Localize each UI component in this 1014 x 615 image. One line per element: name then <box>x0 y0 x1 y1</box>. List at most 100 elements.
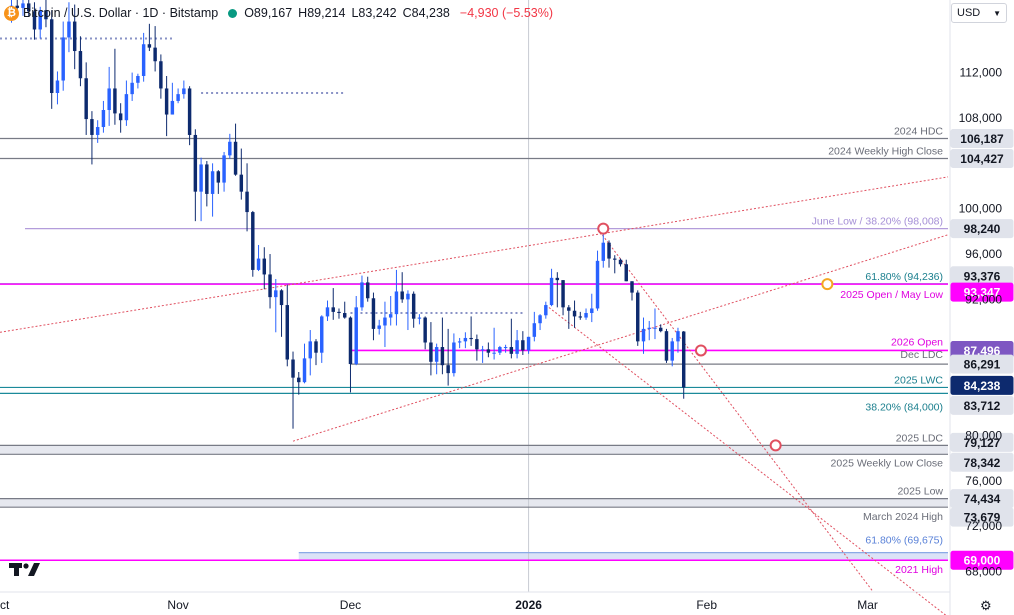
candle[interactable] <box>681 330 686 399</box>
candle[interactable] <box>475 334 479 361</box>
candle[interactable] <box>274 278 278 333</box>
candle[interactable] <box>676 327 680 353</box>
candle[interactable] <box>590 293 594 323</box>
candle[interactable] <box>205 161 209 207</box>
candle[interactable] <box>509 318 514 359</box>
candle[interactable] <box>383 301 387 348</box>
candle[interactable] <box>199 157 203 222</box>
candle[interactable] <box>647 320 651 341</box>
candle[interactable] <box>118 103 123 133</box>
candle[interactable] <box>440 317 445 375</box>
candles[interactable] <box>9 0 686 429</box>
candle[interactable] <box>446 328 450 386</box>
candle[interactable] <box>297 371 301 395</box>
candle[interactable] <box>544 301 548 319</box>
candle[interactable] <box>360 275 364 311</box>
candle[interactable] <box>354 296 358 366</box>
candle[interactable] <box>371 292 376 341</box>
candle[interactable] <box>348 316 353 393</box>
candle[interactable] <box>423 316 427 350</box>
candle[interactable] <box>411 291 416 328</box>
candle[interactable] <box>457 337 462 349</box>
candle[interactable] <box>38 6 42 39</box>
candle[interactable] <box>365 276 370 302</box>
candle[interactable] <box>601 232 605 268</box>
candle[interactable] <box>21 0 25 16</box>
candle[interactable] <box>78 36 83 87</box>
candle[interactable] <box>49 10 54 109</box>
candle[interactable] <box>578 311 583 320</box>
candle[interactable] <box>584 308 588 320</box>
candle[interactable] <box>337 308 341 319</box>
candle[interactable] <box>664 328 669 363</box>
candle[interactable] <box>268 254 272 309</box>
candle[interactable] <box>331 288 335 320</box>
candle[interactable] <box>538 314 542 331</box>
candle[interactable] <box>417 314 422 325</box>
candle[interactable] <box>159 54 163 99</box>
candle[interactable] <box>187 86 192 146</box>
candle[interactable] <box>636 290 640 346</box>
candle[interactable] <box>561 280 565 316</box>
candle[interactable] <box>113 48 117 125</box>
candle[interactable] <box>44 0 48 28</box>
candle[interactable] <box>492 327 496 360</box>
candle[interactable] <box>388 296 393 326</box>
candle[interactable] <box>670 337 674 367</box>
candle[interactable] <box>141 32 146 82</box>
candle[interactable] <box>27 0 31 18</box>
candle[interactable] <box>256 244 261 272</box>
candle[interactable] <box>182 80 186 99</box>
candle[interactable] <box>90 111 94 165</box>
candle[interactable] <box>555 272 560 308</box>
candle[interactable] <box>101 100 106 133</box>
candle[interactable] <box>291 351 295 429</box>
candle[interactable] <box>153 26 157 72</box>
symbol-title[interactable]: Bitcoin / U.S. Dollar · 1D · Bitstamp <box>23 6 219 20</box>
candle[interactable] <box>526 336 531 354</box>
candle[interactable] <box>32 2 37 40</box>
candle[interactable] <box>147 23 152 52</box>
candle[interactable] <box>613 255 617 274</box>
candle[interactable] <box>262 247 267 290</box>
candle[interactable] <box>320 315 324 363</box>
candle[interactable] <box>72 4 77 70</box>
candle[interactable] <box>618 258 623 267</box>
candle[interactable] <box>377 319 381 335</box>
candle[interactable] <box>95 120 100 143</box>
candle[interactable] <box>222 151 226 192</box>
candle[interactable] <box>400 272 404 303</box>
candle[interactable] <box>216 170 221 194</box>
candle[interactable] <box>624 259 628 282</box>
candle[interactable] <box>653 308 657 340</box>
candle[interactable] <box>630 281 634 301</box>
candle[interactable] <box>314 339 318 366</box>
candle[interactable] <box>279 289 284 337</box>
candle[interactable] <box>302 343 307 384</box>
candle[interactable] <box>480 345 485 363</box>
candle[interactable] <box>233 123 238 176</box>
candle[interactable] <box>515 330 519 359</box>
candle[interactable] <box>572 300 577 328</box>
settings-gear-icon[interactable]: ⚙ <box>980 598 992 613</box>
candle[interactable] <box>452 333 456 377</box>
candle[interactable] <box>164 75 169 137</box>
candle[interactable] <box>498 345 502 355</box>
candle[interactable] <box>170 82 175 115</box>
currency-select[interactable]: USD ▼ <box>951 3 1007 23</box>
candle[interactable] <box>193 129 198 222</box>
candle[interactable] <box>532 311 537 342</box>
candle[interactable] <box>595 250 600 311</box>
candle[interactable] <box>503 344 508 353</box>
candle[interactable] <box>251 210 255 277</box>
candle[interactable] <box>394 269 399 326</box>
candle[interactable] <box>176 88 180 104</box>
candle[interactable] <box>549 268 554 307</box>
candle[interactable] <box>124 80 129 126</box>
candle[interactable] <box>55 71 60 105</box>
candle[interactable] <box>130 72 134 101</box>
candle[interactable] <box>434 343 439 375</box>
candle[interactable] <box>228 133 232 159</box>
candle[interactable] <box>61 21 65 91</box>
